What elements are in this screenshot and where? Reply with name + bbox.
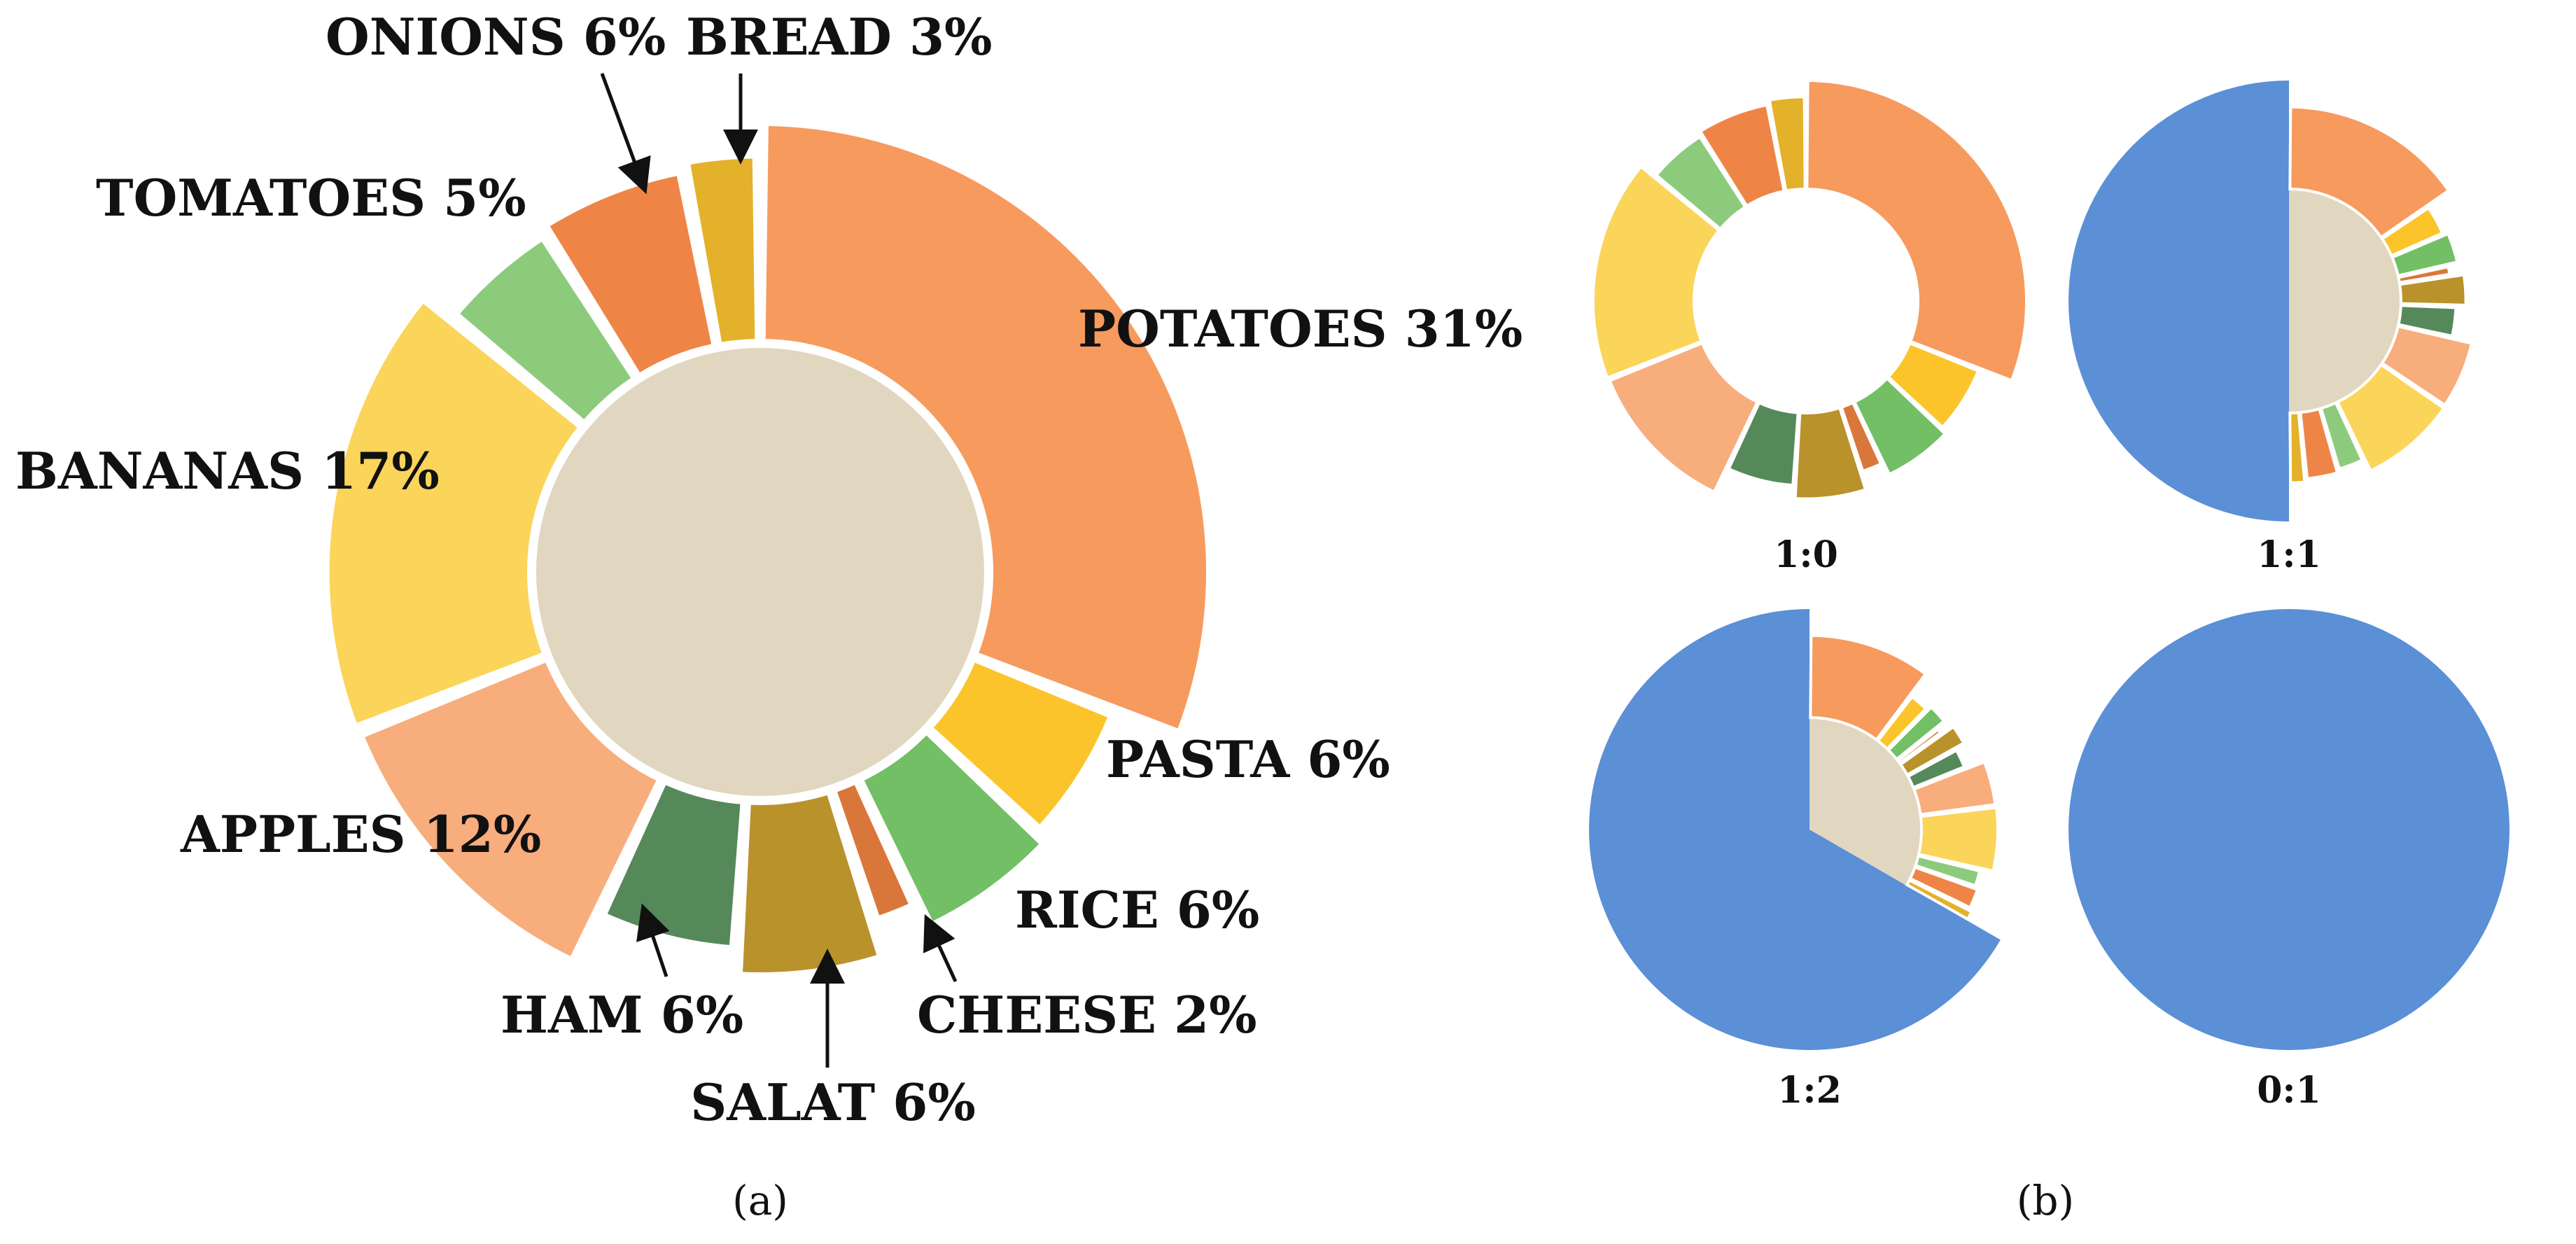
food-slice-bread	[2288, 411, 2306, 484]
mix-chart-1-2: 1:2	[1588, 609, 2001, 1112]
food-slice-potatoes	[2288, 105, 2451, 239]
mix-label-0-1: 0:1	[2257, 1069, 2321, 1112]
food-slice-pasta	[1875, 694, 1928, 751]
food-slice-rice	[1852, 376, 1947, 477]
slice-bread	[685, 154, 760, 347]
food-slice-onions	[1698, 103, 1786, 208]
slice-pasta	[927, 657, 1113, 830]
label-apples: APPLES 12%	[180, 804, 541, 864]
food-slice-salat	[1898, 725, 1966, 777]
leader-arrow-cheese	[923, 914, 958, 983]
food-slice-ham	[1727, 400, 1800, 487]
food-slice-ham	[1906, 748, 1966, 790]
label-bread: BREAD 3%	[686, 7, 992, 67]
food-slice-pasta	[1886, 341, 1980, 429]
insect-slice	[2068, 609, 2510, 1050]
panel-b-caption: (b)	[2017, 1177, 2074, 1224]
food-slice-onions	[1908, 865, 1980, 910]
slice-onions	[544, 171, 717, 379]
food-slice-apples	[2380, 324, 2474, 407]
food-slice-apples	[1912, 760, 1997, 816]
slice-apples	[359, 657, 662, 962]
plate-center	[536, 348, 984, 796]
label-bananas: BANANAS 17%	[15, 441, 440, 501]
food-slice-salat	[2398, 273, 2468, 307]
mix-chart-1-1: 1:1	[2068, 81, 2474, 576]
label-ham: HAM 6%	[500, 985, 743, 1044]
food-slice-salat	[1793, 406, 1868, 501]
insect-slice	[1588, 609, 2001, 1050]
label-onions: ONIONS 6%	[326, 7, 666, 67]
food-slice-ham	[2397, 304, 2458, 338]
insect-slice	[2068, 81, 2289, 522]
panel-b-mix-charts: 1:0 1:1 1:2 0:1	[1588, 78, 2510, 1112]
slice-cheese	[832, 779, 914, 921]
label-rice: RICE 6%	[1015, 880, 1259, 939]
leader-arrow-ham	[636, 903, 670, 977]
mix-label-1-2: 1:2	[1777, 1069, 1842, 1112]
food-slice-pasta	[2380, 206, 2444, 258]
food-slice-bananas	[2335, 363, 2446, 473]
leader-arrow-onions	[600, 73, 651, 195]
panel-a-pie-chart: POTATOES 31% PASTA 6% RICE 6% CHEESE 2% SALA…	[15, 7, 1522, 1132]
food-slice-apples	[1607, 341, 1760, 494]
food-slice-cheese	[1896, 727, 1942, 765]
slice-bananas	[325, 298, 584, 729]
food-slice-tomatoes	[1654, 134, 1747, 231]
mix-chart-0-1: 0:1	[2068, 609, 2510, 1112]
food-slice-bread	[1905, 878, 1974, 921]
slice-potatoes	[761, 122, 1210, 734]
food-slice-rice	[2390, 232, 2459, 278]
mix-label-1-1: 1:1	[2257, 533, 2321, 576]
food-slice-bananas	[1591, 165, 1721, 380]
label-tomatoes: TOMATOES 5%	[96, 168, 526, 228]
food-plate	[2289, 189, 2402, 413]
food-slice-rice	[1886, 705, 1946, 762]
mix-label-1-0: 1:0	[1774, 533, 1838, 576]
panel-a-caption: (a)	[732, 1177, 788, 1224]
food-plate	[1809, 718, 1921, 886]
food-slice-potatoes	[1809, 634, 1928, 742]
label-salat: SALAT 6%	[690, 1072, 976, 1132]
food-slice-onions	[2299, 407, 2339, 480]
slice-tomatoes	[454, 235, 637, 426]
food-slice-tomatoes	[1914, 854, 1982, 888]
food-slice-cheese	[1840, 400, 1883, 473]
label-potatoes: POTATOES 31%	[1078, 299, 1522, 358]
label-cheese: CHEESE 2%	[917, 985, 1257, 1044]
food-slice-tomatoes	[2319, 400, 2365, 471]
food-slice-potatoes	[1805, 78, 2028, 383]
food-slice-cheese	[2397, 265, 2451, 284]
food-slice-bread	[1768, 95, 1807, 193]
label-pasta: PASTA 6%	[1106, 729, 1390, 789]
food-slice-bananas	[1917, 806, 1999, 873]
mix-chart-1-0: 1:0	[1591, 78, 2028, 576]
